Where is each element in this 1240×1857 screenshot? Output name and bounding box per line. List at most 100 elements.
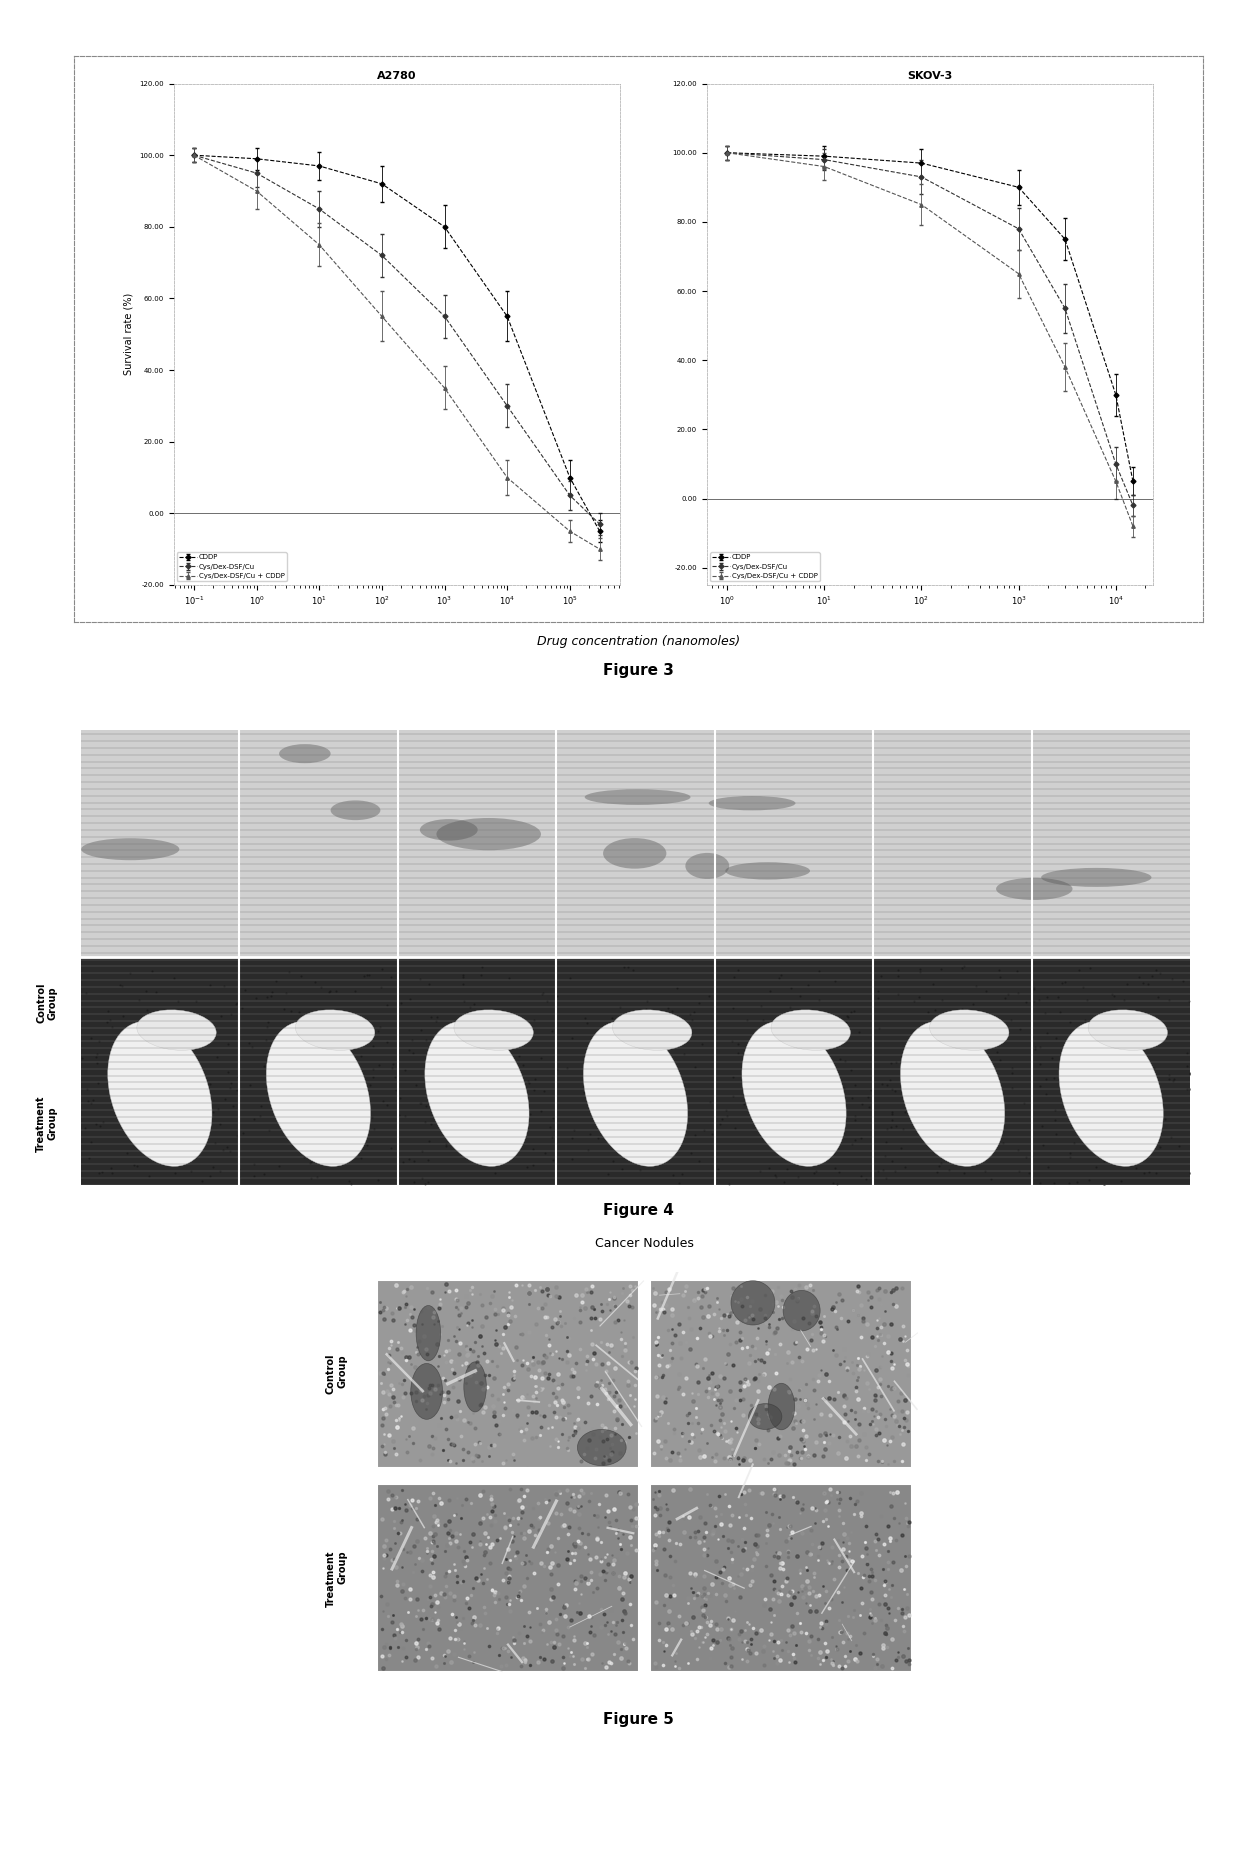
Point <box>1127 1144 1147 1174</box>
Point <box>398 1437 418 1467</box>
Point <box>533 1402 553 1432</box>
Point <box>729 1367 749 1396</box>
Point <box>1094 1170 1114 1200</box>
Point <box>745 1530 765 1560</box>
Point <box>722 1434 742 1463</box>
Point <box>848 1409 868 1439</box>
Point <box>657 1138 677 1168</box>
Point <box>505 1625 525 1655</box>
Point <box>377 1534 397 1564</box>
Point <box>720 1630 740 1660</box>
Point <box>956 1010 976 1040</box>
Point <box>858 1309 878 1339</box>
Point <box>932 986 952 1016</box>
Point <box>394 1276 414 1305</box>
Point <box>373 1357 393 1387</box>
Point <box>759 1313 779 1343</box>
Point <box>880 1374 900 1404</box>
Point <box>526 1519 546 1549</box>
Point <box>541 1532 560 1562</box>
Point <box>279 1051 299 1081</box>
Point <box>691 1443 711 1473</box>
Point <box>836 1101 856 1131</box>
Point <box>734 1443 754 1473</box>
Point <box>464 990 484 1019</box>
Point <box>866 1604 885 1634</box>
Point <box>810 956 830 986</box>
Point <box>737 1367 756 1396</box>
Point <box>218 1029 238 1058</box>
Point <box>687 1616 707 1645</box>
Point <box>582 1413 601 1443</box>
Point <box>730 1324 750 1354</box>
Point <box>841 1422 861 1452</box>
Point <box>699 1320 719 1350</box>
Point <box>781 1441 801 1471</box>
Point <box>652 1341 672 1370</box>
Point <box>438 1636 458 1666</box>
Point <box>756 1497 776 1526</box>
Point <box>567 1569 587 1599</box>
Point <box>605 1619 625 1649</box>
Point <box>583 1419 603 1448</box>
Point <box>866 1526 885 1556</box>
Point <box>613 1341 632 1370</box>
Point <box>1094 1146 1114 1175</box>
Point <box>815 1419 835 1448</box>
Point <box>373 1419 393 1448</box>
Point <box>578 1135 598 1164</box>
Point <box>820 1549 839 1578</box>
Point <box>424 1302 444 1331</box>
Point <box>565 1567 585 1597</box>
Point <box>549 1629 569 1658</box>
Point <box>1111 1166 1131 1196</box>
Point <box>888 1642 908 1671</box>
Point <box>567 1279 587 1309</box>
Point <box>523 1382 543 1411</box>
Point <box>758 1448 777 1478</box>
Point <box>656 1291 676 1320</box>
Point <box>546 1480 565 1510</box>
Point <box>529 1356 549 1385</box>
Point <box>402 1493 422 1523</box>
Point <box>785 1448 805 1478</box>
Point <box>351 1142 371 1172</box>
Point <box>763 1276 782 1305</box>
Point <box>131 1083 151 1112</box>
Point <box>526 1064 546 1094</box>
Point <box>734 1513 754 1543</box>
Point <box>422 1590 441 1619</box>
Point <box>350 1073 370 1103</box>
Point <box>536 1289 556 1318</box>
Point <box>428 1088 448 1118</box>
Point <box>513 1549 533 1578</box>
Point <box>676 1272 696 1302</box>
Point <box>740 1638 760 1668</box>
Point <box>528 1504 548 1534</box>
Point <box>756 1084 776 1114</box>
Point <box>1002 1053 1022 1083</box>
Point <box>1023 1162 1043 1192</box>
Point <box>377 1027 397 1057</box>
Point <box>591 1326 611 1356</box>
Point <box>815 1434 835 1463</box>
Point <box>500 1474 520 1504</box>
Point <box>564 1545 584 1575</box>
Point <box>683 1577 703 1606</box>
Point <box>620 1270 640 1300</box>
Point <box>885 1075 905 1105</box>
Point <box>830 1484 849 1513</box>
Point <box>872 1447 892 1476</box>
Point <box>391 1400 410 1430</box>
Point <box>619 1422 639 1452</box>
Point <box>557 1053 577 1083</box>
Point <box>1073 971 1092 1001</box>
Point <box>465 1071 485 1101</box>
Point <box>434 1380 454 1409</box>
Point <box>479 1361 498 1391</box>
Point <box>505 1300 525 1330</box>
Point <box>596 1653 616 1682</box>
Point <box>785 1406 805 1435</box>
Point <box>558 1612 578 1642</box>
Point <box>505 1445 525 1474</box>
